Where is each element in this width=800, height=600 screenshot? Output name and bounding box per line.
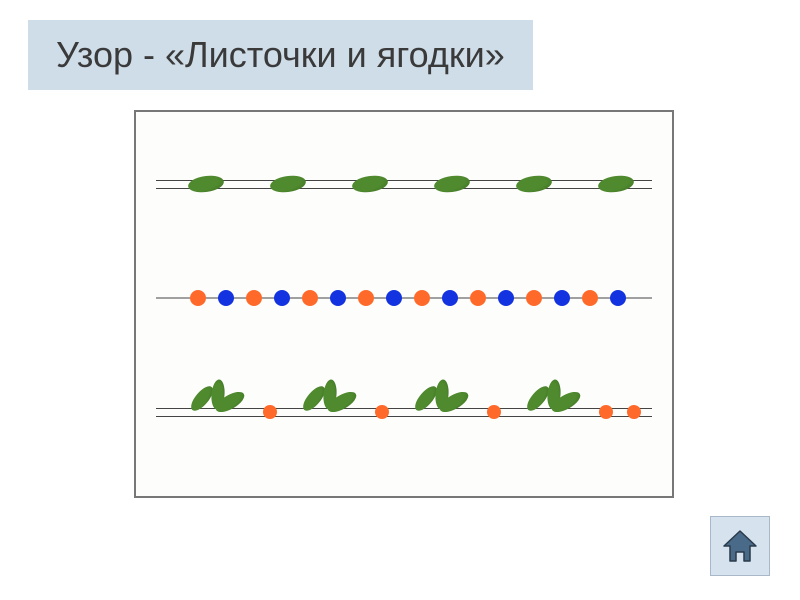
- leaf-shape: [597, 174, 635, 195]
- berry-dot: [330, 290, 346, 306]
- leaf-shape: [433, 174, 471, 195]
- berry-dot: [599, 405, 613, 419]
- berry-dot: [246, 290, 262, 306]
- berry-dot: [190, 290, 206, 306]
- leaf-shape: [187, 174, 225, 195]
- leaf-shape: [515, 174, 553, 195]
- pattern-illustration: [134, 110, 674, 498]
- berry-dot: [386, 290, 402, 306]
- home-button[interactable]: [710, 516, 770, 576]
- berry-dot: [218, 290, 234, 306]
- home-icon: [720, 526, 760, 566]
- berry-dot: [610, 290, 626, 306]
- berry-dot: [414, 290, 430, 306]
- berry-dot: [554, 290, 570, 306]
- berry-dot: [487, 405, 501, 419]
- leaf-shape: [351, 174, 389, 195]
- berry-dot: [526, 290, 542, 306]
- berry-dot: [582, 290, 598, 306]
- berry-dot: [498, 290, 514, 306]
- leaf-shape: [269, 174, 307, 195]
- berry-dot: [627, 405, 641, 419]
- berry-dot: [442, 290, 458, 306]
- slide-title-text: Узор - «Листочки и ягодки»: [56, 34, 505, 75]
- berry-dot: [375, 405, 389, 419]
- berry-dot: [263, 405, 277, 419]
- berry-dot: [274, 290, 290, 306]
- berry-dot: [358, 290, 374, 306]
- slide-title: Узор - «Листочки и ягодки»: [28, 20, 533, 90]
- berry-dot: [302, 290, 318, 306]
- berry-dot: [470, 290, 486, 306]
